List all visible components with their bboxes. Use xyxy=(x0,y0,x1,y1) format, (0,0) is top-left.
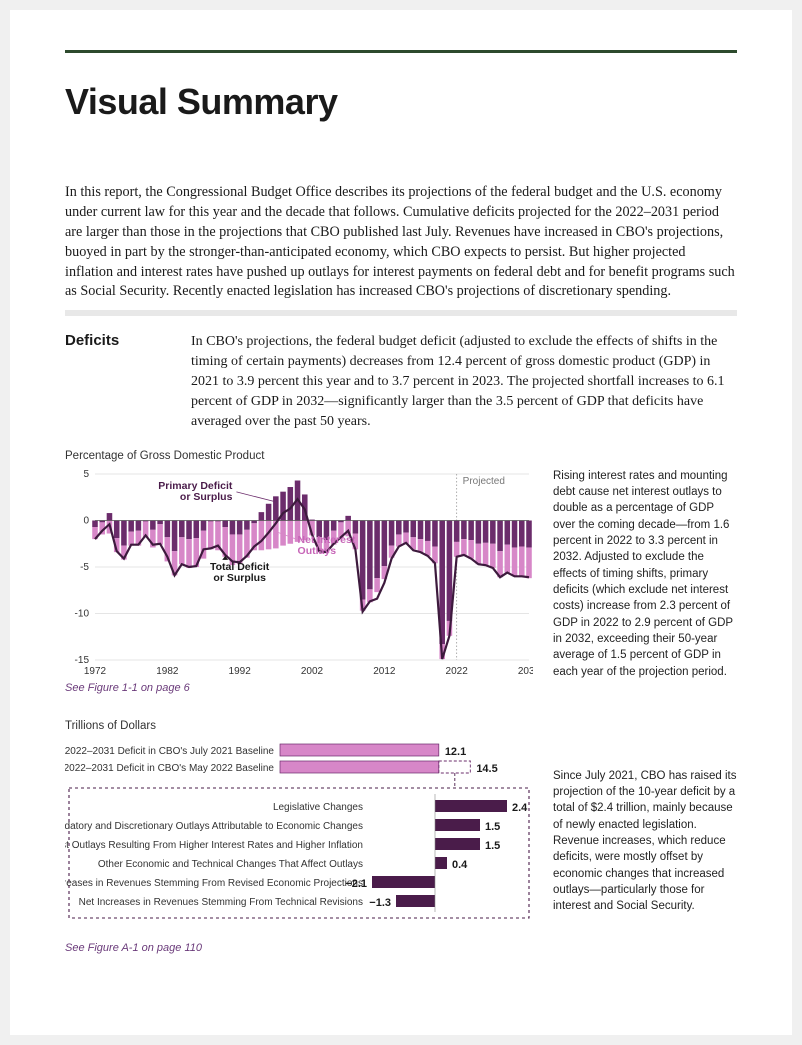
svg-text:Increases in Net Interest Outl: Increases in Net Interest Outlays Result… xyxy=(65,840,363,851)
chart1-area: Percentage of Gross Domestic Product 5 0 -… xyxy=(65,450,533,714)
svg-text:12.1: 12.1 xyxy=(445,746,466,758)
svg-text:1992: 1992 xyxy=(229,666,252,677)
svg-text:2022–2031 Deficit in CBO's May: 2022–2031 Deficit in CBO's May 2022 Base… xyxy=(65,763,274,774)
svg-text:Net Increases in Revenues Stem: Net Increases in Revenues Stemming From … xyxy=(65,878,363,889)
svg-text:Outlays: Outlays xyxy=(298,544,337,556)
intro-paragraph: In this report, the Congressional Budget… xyxy=(65,183,737,302)
svg-text:−1.3: −1.3 xyxy=(369,897,391,909)
svg-text:2002: 2002 xyxy=(301,666,324,677)
section-heading-deficits: Deficits xyxy=(65,332,165,431)
svg-text:-10: -10 xyxy=(75,608,90,619)
divider-bar xyxy=(65,310,737,316)
chart1-sidebar: Rising interest rates and mounting debt … xyxy=(553,450,737,714)
svg-text:0.4: 0.4 xyxy=(452,859,468,871)
svg-text:1.5: 1.5 xyxy=(485,840,500,852)
svg-text:-15: -15 xyxy=(75,655,90,666)
svg-text:Net Increases in Revenues Stem: Net Increases in Revenues Stemming From … xyxy=(79,897,363,908)
chart2-area: Trillions of Dollars 2022–2031 Deficit i… xyxy=(65,720,533,974)
chart1-block: Percentage of Gross Domestic Product 5 0 -… xyxy=(65,450,737,714)
page-title: Visual Summary xyxy=(65,81,737,123)
svg-text:2022–2031 Deficit in CBO's Jul: 2022–2031 Deficit in CBO's July 2021 Bas… xyxy=(65,746,274,757)
chart2-caption: Trillions of Dollars xyxy=(65,720,533,732)
chart2-sidebar: Since July 2021, CBO has raised its proj… xyxy=(553,720,737,974)
svg-text:or Surplus: or Surplus xyxy=(213,571,266,583)
svg-text:-5: -5 xyxy=(80,562,89,573)
svg-text:Legislative Changes: Legislative Changes xyxy=(273,802,363,813)
svg-text:5: 5 xyxy=(83,469,89,480)
svg-text:14.5: 14.5 xyxy=(476,763,497,775)
chart2-block: Trillions of Dollars 2022–2031 Deficit i… xyxy=(65,720,737,974)
svg-text:2022: 2022 xyxy=(446,666,469,677)
chart1-ref: See Figure 1-1 on page 6 xyxy=(65,682,533,694)
svg-text:Projected: Projected xyxy=(463,476,505,487)
section-body-deficits: In CBO's projections, the federal budget… xyxy=(191,332,737,431)
top-rule xyxy=(65,50,737,53)
page: Visual Summary In this report, the Congr… xyxy=(10,10,792,1035)
svg-text:1982: 1982 xyxy=(156,666,179,677)
svg-text:or Surplus: or Surplus xyxy=(180,491,233,503)
svg-text:2032: 2032 xyxy=(518,666,533,677)
svg-text:Other Economic and Technical C: Other Economic and Technical Changes Tha… xyxy=(98,859,363,870)
svg-text:1972: 1972 xyxy=(84,666,107,677)
svg-text:1.5: 1.5 xyxy=(485,821,500,833)
chart1-caption: Percentage of Gross Domestic Product xyxy=(65,450,533,462)
deficits-section: Deficits In CBO's projections, the feder… xyxy=(65,332,737,431)
chart2-svg: 2022–2031 Deficit in CBO's July 2021 Bas… xyxy=(65,738,533,938)
chart2-ref: See Figure A-1 on page 110 xyxy=(65,942,533,954)
svg-text:2012: 2012 xyxy=(373,666,396,677)
svg-text:Net Increases in Mandatory and: Net Increases in Mandatory and Discretio… xyxy=(65,821,363,832)
chart1-svg: 5 0 -5 -10 -15 Projected 1972 1982 1992 2002 2012 2… xyxy=(65,468,533,678)
svg-text:−2.1: −2.1 xyxy=(345,878,367,890)
svg-text:2.4: 2.4 xyxy=(512,802,528,814)
svg-text:0: 0 xyxy=(83,515,89,526)
